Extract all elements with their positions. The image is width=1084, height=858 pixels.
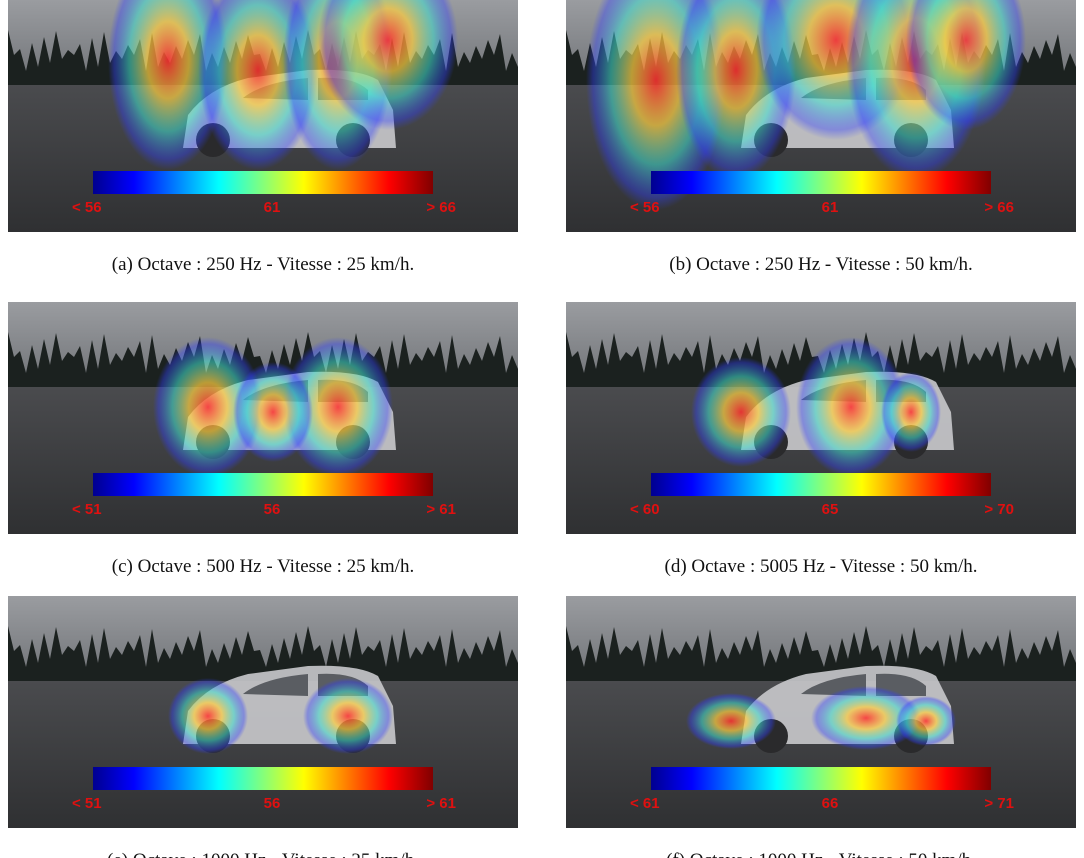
panel: < 56 61 > 66 (b) Octave : 250 Hz - Vitesse … xyxy=(566,0,1076,276)
heat-blob xyxy=(168,678,248,754)
heat-blob xyxy=(811,686,921,750)
scale-min: < 56 xyxy=(630,199,660,216)
caption: (f) Octave : 1000 Hz - Vitesse : 50 km/h… xyxy=(566,850,1076,858)
panel: < 51 56 > 61 (e) Octave : 1000 Hz - Vitesse… xyxy=(8,596,518,858)
caption: (e) Octave : 1000 Hz - Vitesse : 25 km/h… xyxy=(8,850,518,858)
heat-blob xyxy=(906,0,1026,130)
heat-blob xyxy=(108,0,228,170)
scale-max: > 71 xyxy=(984,795,1014,812)
scale-mid: 66 xyxy=(822,795,839,812)
colorbar xyxy=(93,473,433,496)
colorbar xyxy=(93,767,433,790)
scale-mid: 56 xyxy=(264,795,281,812)
scale-min: < 61 xyxy=(630,795,660,812)
trees xyxy=(566,332,1076,387)
scale-min: < 51 xyxy=(72,501,102,518)
scale-max: > 66 xyxy=(426,199,456,216)
heat-blob xyxy=(796,337,906,477)
heat-blob xyxy=(318,0,458,130)
colorbar xyxy=(651,171,991,194)
caption: (a) Octave : 250 Hz - Vitesse : 25 km/h. xyxy=(111,254,415,275)
scale-min: < 51 xyxy=(72,795,102,812)
photo: < 51 56 > 61 xyxy=(8,302,518,534)
panel: < 61 66 > 71 (f) Octave : 1000 Hz - Vitesse… xyxy=(566,596,1076,858)
heat-blob xyxy=(691,357,791,467)
trees xyxy=(8,332,518,387)
scale-mid: 65 xyxy=(822,501,839,518)
trees xyxy=(566,626,1076,681)
heat-blob xyxy=(233,362,313,462)
scale-max: > 61 xyxy=(426,501,456,518)
heat-blob xyxy=(303,678,393,754)
colorbar xyxy=(651,767,991,790)
heat-blob xyxy=(283,337,393,477)
photo: < 61 66 > 71 xyxy=(566,596,1076,828)
heat-blob xyxy=(686,693,776,749)
scale-max: > 66 xyxy=(984,199,1014,216)
panel: < 60 65 > 70 (d) Octave : 5005 Hz - Vitesse… xyxy=(566,302,1076,578)
trees xyxy=(8,626,518,681)
colorbar xyxy=(93,171,433,194)
heat-blob xyxy=(896,696,956,746)
scale-mid: 56 xyxy=(264,501,281,518)
panel: < 56 61 > 66 (a) Octave : 250 Hz - Vitesse … xyxy=(8,0,518,276)
caption: (b) Octave : 250 Hz - Vitesse : 50 km/h. xyxy=(669,254,973,275)
heat-blob xyxy=(153,337,263,477)
photo: < 56 61 > 66 xyxy=(8,0,518,232)
heat-blob xyxy=(881,372,941,452)
caption: (c) Octave : 500 Hz - Vitesse : 25 km/h. xyxy=(111,556,415,577)
photo: < 56 61 > 66 xyxy=(566,0,1076,232)
scale-mid: 61 xyxy=(822,199,839,216)
photo: < 60 65 > 70 xyxy=(566,302,1076,534)
scale-max: > 61 xyxy=(426,795,456,812)
caption: (d) Octave : 5005 Hz - Vitesse : 50 km/h… xyxy=(664,556,978,577)
panel: < 51 56 > 61 (c) Octave : 500 Hz - Vitesse … xyxy=(8,302,518,578)
photo: < 51 56 > 61 xyxy=(8,596,518,828)
colorbar xyxy=(651,473,991,496)
car-window xyxy=(801,673,926,696)
scale-min: < 60 xyxy=(630,501,660,518)
scale-max: > 70 xyxy=(984,501,1014,518)
scale-min: < 56 xyxy=(72,199,102,216)
scale-mid: 61 xyxy=(264,199,281,216)
